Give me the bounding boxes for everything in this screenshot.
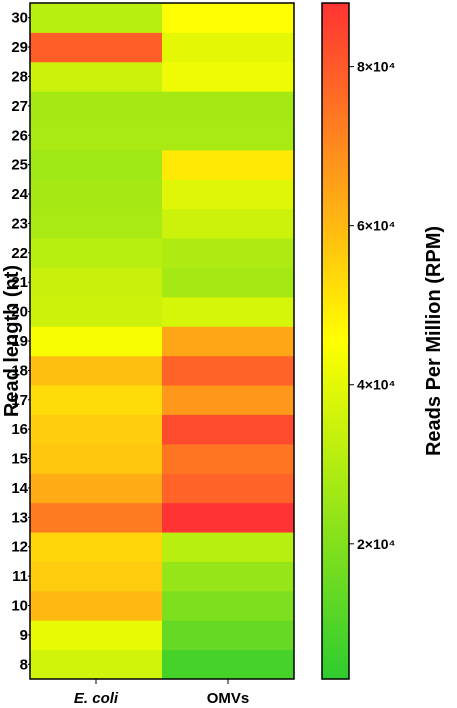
heatmap-cell-e-coli-22 bbox=[30, 238, 163, 269]
heatmap-cell-e-coli-14 bbox=[30, 473, 163, 504]
colorbar-label: Reads Per Million (RPM) bbox=[423, 226, 445, 456]
y-tick-label-14: 14 bbox=[11, 480, 28, 497]
heatmap-cell-e-coli-26 bbox=[30, 120, 163, 151]
y-tick-label-17: 17 bbox=[11, 392, 28, 409]
heatmap-cell-e-coli-27 bbox=[30, 91, 163, 122]
y-axis-ticks: 8 9 10 11 12 13 14 15 16 17 18 19 20 21 22 23 24 25 26 27 28… bbox=[11, 10, 30, 673]
y-tick-label-25: 25 bbox=[11, 157, 28, 174]
heatmap-cell-omvs-14 bbox=[162, 473, 295, 504]
heatmap-cell-omvs-29 bbox=[162, 32, 295, 63]
y-tick-label-9: 9 bbox=[20, 627, 28, 644]
heatmap-cell-e-coli-12 bbox=[30, 532, 163, 562]
y-tick-label-21: 21 bbox=[11, 274, 28, 291]
y-tick-label-11: 11 bbox=[12, 568, 28, 585]
heatmap-cell-omvs-11 bbox=[162, 561, 295, 592]
y-tick-label-13: 13 bbox=[11, 509, 28, 526]
heatmap-cell-e-coli-28 bbox=[30, 61, 163, 92]
x-axis-ticks: E. coli OMVs bbox=[74, 679, 249, 707]
heatmap-cell-omvs-17 bbox=[162, 385, 295, 415]
heatmap-cell-omvs-28 bbox=[162, 61, 295, 92]
heatmap-cell-e-coli-16 bbox=[30, 414, 163, 445]
heatmap-cell-omvs-20 bbox=[162, 296, 295, 327]
y-tick-label-24: 24 bbox=[11, 186, 28, 203]
heatmap-cell-omvs-24 bbox=[162, 179, 295, 210]
heatmap-cell-omvs-26 bbox=[162, 120, 295, 151]
heatmap-cell-e-coli-24 bbox=[30, 179, 163, 210]
heatmap-cell-omvs-18 bbox=[162, 355, 295, 386]
y-tick-label-26: 26 bbox=[11, 127, 28, 144]
y-tick-label-30: 30 bbox=[11, 10, 28, 27]
heatmap-cell-e-coli-25 bbox=[30, 149, 163, 180]
y-tick-label-16: 16 bbox=[11, 421, 28, 438]
y-tick-label-8: 8 bbox=[20, 656, 28, 673]
y-tick-label-20: 20 bbox=[11, 304, 28, 321]
y-tick-label-23: 23 bbox=[11, 215, 28, 232]
y-tick-label-15: 15 bbox=[11, 451, 28, 468]
y-tick-label-29: 29 bbox=[11, 39, 28, 56]
heatmap-cell-omvs-8 bbox=[162, 649, 295, 680]
heatmap-cells bbox=[30, 3, 295, 680]
colorbar-tick-label-40000: 4×10⁴ bbox=[357, 377, 396, 393]
heatmap-cell-omvs-19 bbox=[162, 326, 295, 357]
heatmap-cell-omvs-30 bbox=[162, 3, 295, 33]
heatmap-cell-e-coli-10 bbox=[30, 590, 163, 621]
y-tick-label-18: 18 bbox=[11, 362, 28, 379]
colorbar-tick-label-80000: 8×10⁴ bbox=[357, 59, 396, 75]
colorbar-tick-label-20000: 2×10⁴ bbox=[357, 536, 396, 552]
x-tick-label-omvs: OMVs bbox=[207, 690, 250, 707]
y-tick-label-12: 12 bbox=[11, 539, 28, 556]
heatmap-cell-omvs-12 bbox=[162, 532, 295, 562]
heatmap-cell-e-coli-11 bbox=[30, 561, 163, 592]
y-tick-label-22: 22 bbox=[11, 245, 28, 262]
heatmap-cell-omvs-15 bbox=[162, 443, 295, 474]
colorbar-ticks: 2×10⁴ 4×10⁴ 6×10⁴ 8×10⁴ bbox=[349, 59, 396, 552]
y-axis-label: Read length (nt) bbox=[1, 265, 23, 417]
heatmap-cell-omvs-21 bbox=[162, 267, 295, 298]
heatmap-cell-omvs-27 bbox=[162, 91, 295, 122]
heatmap-cell-omvs-9 bbox=[162, 620, 295, 651]
heatmap-cell-omvs-25 bbox=[162, 149, 295, 180]
heatmap-cell-e-coli-8 bbox=[30, 649, 163, 680]
y-tick-label-28: 28 bbox=[11, 68, 28, 85]
y-tick-label-10: 10 bbox=[11, 598, 28, 615]
heatmap-cell-e-coli-23 bbox=[30, 208, 163, 239]
heatmap-cell-e-coli-15 bbox=[30, 443, 163, 474]
heatmap-cell-e-coli-9 bbox=[30, 620, 163, 651]
heatmap-cell-e-coli-13 bbox=[30, 502, 163, 533]
heatmap-cell-omvs-10 bbox=[162, 590, 295, 621]
heatmap-cell-e-coli-17 bbox=[30, 385, 163, 415]
colorbar bbox=[321, 2, 350, 680]
heatmap-cell-omvs-13 bbox=[162, 502, 295, 533]
heatmap-cell-e-coli-29 bbox=[30, 32, 163, 63]
x-tick-label-e-coli: E. coli bbox=[74, 690, 119, 707]
heatmap-cell-omvs-23 bbox=[162, 208, 295, 239]
heatmap-cell-e-coli-30 bbox=[30, 3, 163, 33]
heatmap-cell-e-coli-20 bbox=[30, 296, 163, 327]
colorbar-tick-label-60000: 6×10⁴ bbox=[357, 218, 396, 234]
y-tick-label-27: 27 bbox=[11, 98, 28, 115]
heatmap-cell-e-coli-18 bbox=[30, 355, 163, 386]
heatmap-cell-omvs-16 bbox=[162, 414, 295, 445]
heatmap-cell-omvs-22 bbox=[162, 238, 295, 269]
y-tick-label-19: 19 bbox=[11, 333, 28, 350]
heatmap-cell-e-coli-21 bbox=[30, 267, 163, 298]
heatmap-cell-e-coli-19 bbox=[30, 326, 163, 357]
